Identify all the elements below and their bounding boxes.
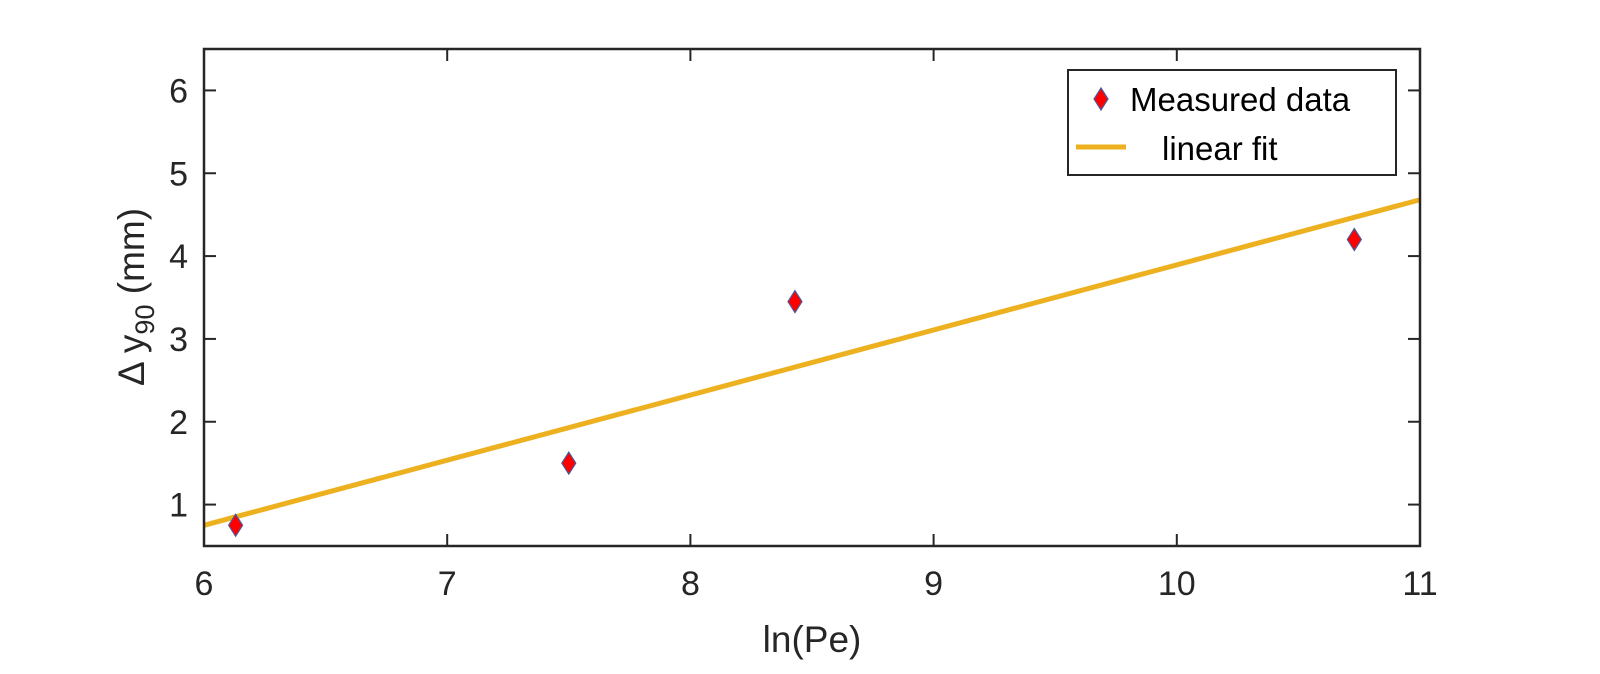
x-axis-label: ln(Pe) — [763, 619, 862, 660]
x-tick-label: 9 — [924, 565, 943, 603]
y-axis-label-subscript: 90 — [130, 305, 160, 335]
linear-fit-line — [203, 197, 1421, 528]
x-tick-label: 7 — [438, 565, 457, 603]
x-tick-label: 6 — [195, 565, 214, 603]
series-layer — [203, 197, 1421, 538]
y-tick-label: 1 — [169, 487, 188, 525]
y-tick-label: 5 — [169, 155, 188, 193]
legend-box — [1067, 69, 1397, 176]
y-tick-label: 6 — [169, 72, 188, 110]
x-tick-label: 8 — [681, 565, 700, 603]
legend-diamond-marker — [1093, 86, 1109, 112]
data-point — [561, 451, 577, 476]
legend: Measured data linear fit — [1067, 69, 1397, 176]
y-axis-label: Δ y90 (mm) — [111, 208, 160, 386]
data-point — [227, 513, 244, 538]
data-point — [1346, 227, 1363, 252]
legend-label-measured: Measured data — [1130, 81, 1351, 118]
y-tick-label: 3 — [169, 321, 188, 359]
data-point — [787, 289, 803, 314]
legend-label-fit: linear fit — [1162, 130, 1278, 167]
y-axis-label-suffix: (mm) — [111, 208, 152, 305]
x-tick-label: 10 — [1158, 565, 1196, 603]
y-axis-label-prefix: Δ y — [111, 334, 152, 386]
y-tick-label: 2 — [169, 404, 188, 442]
y-axis: 1 2 3 4 5 6 — [169, 72, 1420, 525]
x-tick-label: 11 — [1402, 565, 1437, 603]
plot-frame — [202, 47, 1422, 548]
y-tick-label: 4 — [169, 238, 188, 276]
